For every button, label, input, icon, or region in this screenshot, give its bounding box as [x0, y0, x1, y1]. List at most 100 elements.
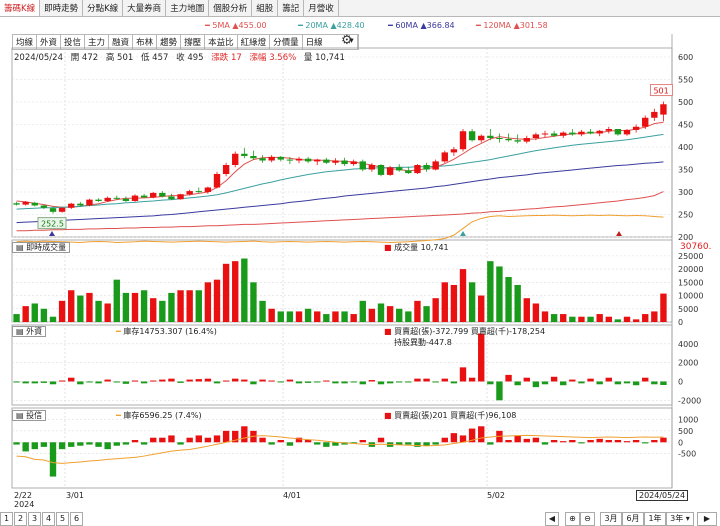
candle-body-25	[241, 153, 248, 156]
volume-bar-39	[368, 308, 376, 322]
volume-bar-59	[550, 314, 558, 322]
tab-3[interactable]: 大量券商	[123, 0, 167, 16]
trust-bar-59	[550, 440, 558, 443]
candle-body-61	[569, 132, 576, 135]
trust-bar-11	[113, 442, 120, 446]
ma-line-60MA	[16, 161, 664, 224]
page-1[interactable]: 1	[0, 511, 13, 526]
indicator-button-8[interactable]: 本益比	[205, 35, 238, 49]
high-annotation: 501	[653, 87, 668, 96]
period-select[interactable]: 日線 ▾	[303, 35, 358, 49]
x-label-0: 2/22	[14, 491, 32, 500]
candle-body-43	[405, 170, 412, 174]
prev-arrow-icon[interactable]: ◀	[545, 512, 559, 526]
zoom-in-icon[interactable]: ⊕	[565, 512, 580, 526]
candle-body-70	[651, 111, 658, 118]
info-low: 低 457	[140, 53, 169, 63]
trust-bar-63	[587, 440, 594, 443]
tab-6[interactable]: 組股	[252, 0, 279, 16]
candle-body-35	[332, 160, 339, 163]
volume-bar-45	[423, 306, 430, 322]
indicator-button-7[interactable]: 撐壓	[181, 35, 206, 49]
foreign-bar-21	[204, 378, 212, 382]
volume-bar-29	[277, 311, 284, 322]
candle-body-16	[159, 192, 166, 197]
foreign-bar-22	[213, 381, 221, 384]
indicator-button-10[interactable]: 分價量	[270, 35, 303, 49]
volume-bar-13	[131, 292, 139, 322]
tab-8[interactable]: 月營收	[304, 0, 339, 16]
volume-bar-6	[68, 290, 75, 322]
indicator-button-2[interactable]: 投信	[61, 35, 86, 49]
volume-bar-52	[487, 261, 494, 322]
foreign-tick-2: 2000	[678, 359, 698, 368]
page-4[interactable]: 4	[42, 511, 55, 526]
ma-legend: ━ 5MA ▲455.00 ━ 20MA ▲428.40 ━ 60MA ▲366…	[0, 21, 720, 33]
candle-body-45	[423, 165, 430, 170]
candle-body-7	[77, 203, 84, 206]
tab-0[interactable]: 籌碼K線	[0, 0, 41, 16]
indicator-button-9[interactable]: 紅綠燈	[238, 35, 271, 49]
page-5[interactable]: 5	[56, 511, 69, 526]
gear-icon[interactable]: ⚙	[341, 33, 353, 48]
foreign-bar-60	[560, 381, 567, 386]
trust-bar-31	[295, 437, 303, 443]
trust-bar-40	[377, 437, 385, 443]
foreign-bar-48	[450, 381, 458, 384]
volume-bar-57	[532, 303, 540, 322]
indicator-button-0[interactable]: 均線	[13, 35, 38, 49]
volume-tick-0: 0	[678, 318, 683, 327]
foreign-bar-52	[487, 381, 494, 385]
volume-bar-19	[186, 290, 193, 322]
next-arrow-icon[interactable]: ▶	[697, 512, 717, 526]
zoom-out-icon[interactable]: ⊖	[580, 512, 595, 526]
indicator-button-5[interactable]: 布林	[133, 35, 158, 49]
foreign-bar-14	[140, 381, 148, 384]
range-3m-button[interactable]: 3月	[600, 512, 622, 526]
candle-body-51	[478, 135, 485, 141]
page-3[interactable]: 3	[28, 511, 41, 526]
foreign-bar-29	[277, 381, 284, 383]
range-1y-button[interactable]: 1年	[644, 512, 666, 526]
candle-body-55	[514, 140, 521, 142]
candle-body-49	[459, 131, 467, 150]
trust-bar-44	[414, 442, 421, 447]
foreign-bar-45	[423, 378, 430, 382]
candle-body-34	[323, 159, 330, 163]
range-6m-button[interactable]: 6月	[622, 512, 644, 526]
foreign-bar-56	[523, 377, 530, 382]
tab-2[interactable]: 分點K線	[83, 0, 124, 16]
foreign-bar-67	[623, 381, 631, 384]
indicator-button-3[interactable]: 主力	[85, 35, 110, 49]
tab-7[interactable]: 籌記	[278, 0, 305, 16]
range-3y-select[interactable]: 3年 ▾	[666, 512, 694, 526]
trust-bar-36	[341, 442, 348, 445]
volume-bar-36	[341, 311, 348, 322]
foreign-tick-1: 0	[678, 377, 683, 386]
year-label: 2024	[14, 500, 35, 509]
tab-1[interactable]: 即時走勢	[40, 0, 84, 16]
foreign-bar-55	[514, 381, 521, 386]
volume-bar-47	[441, 282, 448, 322]
tab-5[interactable]: 個股分析	[209, 0, 253, 16]
indicator-button-6[interactable]: 趨勢	[157, 35, 182, 49]
foreign-bar-66	[614, 381, 622, 385]
volume-bar-68	[632, 319, 640, 322]
candle-body-57	[532, 134, 540, 138]
candle-body-10	[104, 197, 111, 201]
foreign-bar-27	[259, 379, 266, 382]
page-2[interactable]: 2	[14, 511, 27, 526]
price-tick-5: 450	[678, 121, 693, 130]
tab-4[interactable]: 主力地圖	[166, 0, 210, 16]
candle-body-12	[122, 198, 130, 201]
indicator-button-1[interactable]: 外資	[37, 35, 62, 49]
foreign-bar-63	[587, 378, 594, 382]
indicator-button-4[interactable]: 融資	[109, 35, 134, 49]
trust-bar-54	[505, 440, 512, 443]
page-6[interactable]: 6	[70, 511, 83, 526]
foreign-inventory-line	[16, 214, 664, 243]
volume-bar-2	[31, 303, 38, 322]
trust-bar-25	[241, 426, 248, 443]
foreign-bar-50	[468, 377, 476, 382]
